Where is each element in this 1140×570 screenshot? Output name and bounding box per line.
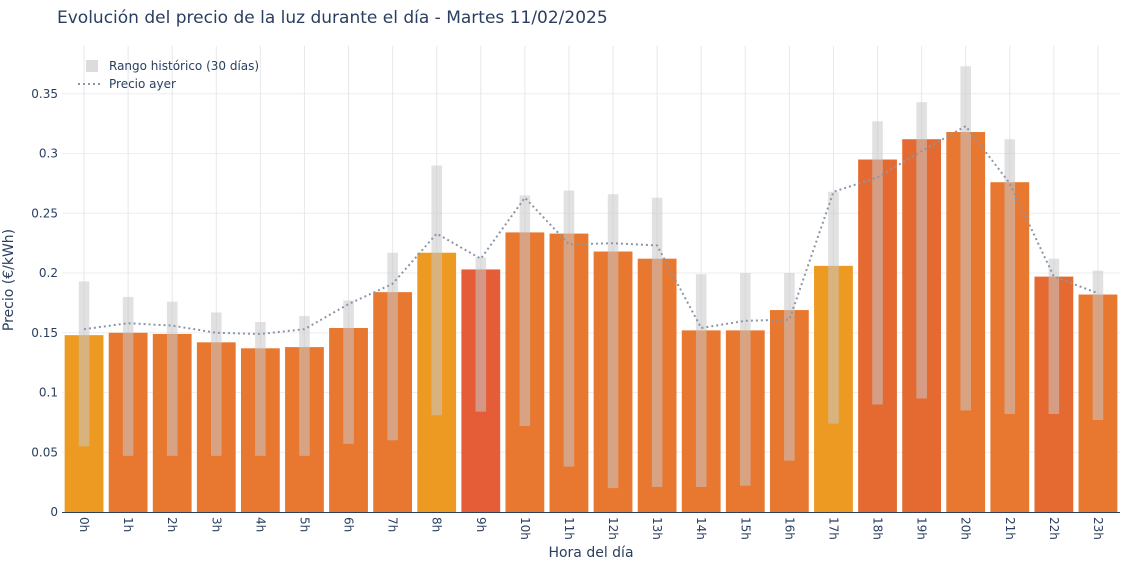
x-tick-label: 14h (694, 517, 708, 540)
x-tick-label: 12h (606, 517, 620, 540)
y-tick-label: 0.1 (39, 386, 58, 400)
x-tick-label: 7h (386, 517, 400, 532)
legend-range-swatch (86, 60, 98, 72)
x-tick-label: 10h (518, 517, 532, 540)
y-tick-label: 0.05 (31, 445, 58, 459)
range-bar (695, 274, 707, 487)
chart-title: Evolución del precio de la luz durante e… (57, 8, 608, 28)
range-bar (166, 301, 178, 456)
x-axis-title: Hora del día (548, 545, 633, 561)
range-bar (211, 312, 222, 456)
range-bar (431, 165, 442, 416)
range-bar (872, 121, 883, 405)
x-tick-label: 18h (871, 517, 885, 540)
yesterday-line (83, 124, 1099, 336)
x-tick-label: 1h (121, 517, 135, 532)
x-tick-label: 9h (474, 517, 488, 532)
x-tick-label: 8h (430, 517, 444, 532)
legend-yesterday-label: Precio ayer (109, 77, 176, 91)
range-bar (122, 296, 134, 456)
x-tick-label: 6h (342, 517, 356, 532)
y-tick-label: 0 (50, 505, 58, 519)
x-tick-label: 5h (297, 517, 311, 532)
legend[interactable]: Rango histórico (30 días) Precio ayer (78, 59, 259, 91)
price-bars (64, 132, 1118, 512)
x-tick-label: 23h (1091, 517, 1105, 540)
x-axis-ticks: 0h 1h 2h 3h 4h 5h 6h 7h 8h 9h 10h 11h 12h 13h 14h 15h 16… (77, 517, 1105, 540)
y-tick-label: 0.35 (31, 87, 58, 101)
y-tick-label: 0.2 (39, 266, 58, 280)
range-bar (78, 281, 90, 447)
range-bar (828, 191, 839, 424)
y-axis-title: Precio (€/kWh) (1, 229, 17, 331)
range-bar (960, 66, 971, 411)
x-tick-label: 2h (165, 517, 179, 532)
x-tick-label: 15h (738, 517, 752, 540)
x-tick-label: 19h (915, 517, 929, 540)
y-tick-label: 0.25 (31, 206, 58, 220)
range-bar (1092, 270, 1104, 420)
y-tick-label: 0.15 (31, 326, 58, 340)
range-bar (740, 273, 751, 486)
y-axis-ticks: 0 0.05 0.1 0.15 0.2 0.25 0.3 0.35 (31, 87, 58, 519)
range-bar (255, 322, 266, 456)
x-tick-label: 16h (782, 517, 796, 540)
range-bar (519, 195, 531, 426)
range-bar (1004, 139, 1016, 415)
x-tick-label: 3h (209, 517, 223, 532)
x-tick-label: 13h (650, 517, 664, 540)
range-bar (916, 102, 927, 399)
x-tick-label: 21h (1003, 517, 1017, 540)
x-tick-label: 17h (826, 517, 840, 540)
x-tick-label: 20h (959, 517, 973, 540)
range-bar (475, 257, 487, 412)
y-tick-label: 0.3 (39, 147, 58, 161)
range-bar (343, 300, 354, 444)
historical-range-bars (78, 66, 1104, 489)
range-bar (607, 194, 619, 489)
range-bar (651, 197, 663, 487)
yesterday-price-line (83, 124, 1099, 336)
x-tick-label: 0h (77, 517, 91, 532)
legend-range-label: Rango histórico (30 días) (109, 59, 259, 73)
range-bar (784, 273, 795, 461)
x-tick-label: 22h (1047, 517, 1061, 540)
range-bar (299, 316, 310, 456)
range-bar (563, 190, 575, 467)
x-tick-label: 4h (253, 517, 267, 532)
range-bar (387, 252, 398, 441)
range-bar (1048, 258, 1060, 415)
x-tick-label: 11h (562, 517, 576, 540)
